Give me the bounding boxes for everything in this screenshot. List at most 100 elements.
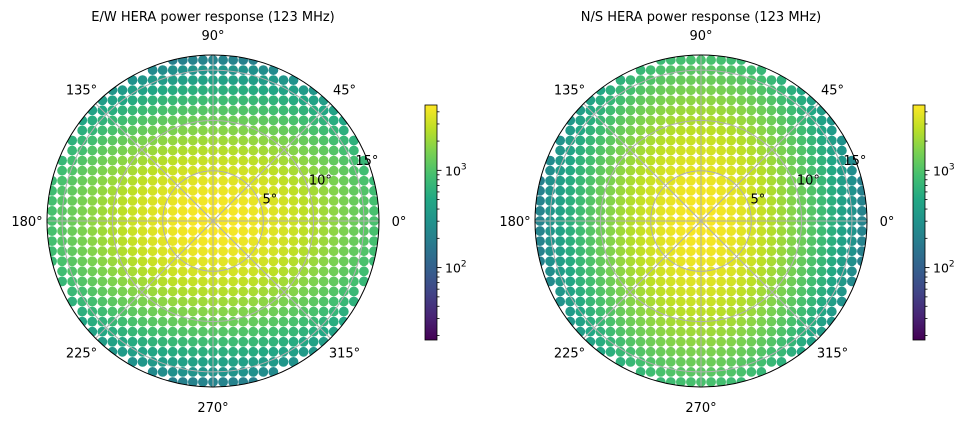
beam-sample-point [288,266,299,277]
beam-sample-point [218,356,228,367]
beam-sample-point [157,256,168,267]
beam-sample-point [716,276,727,287]
beam-sample-point [288,206,299,216]
beam-sample-point [107,276,118,287]
beam-sample-point [198,155,208,166]
beam-sample-point [328,296,339,307]
beam-sample-point [686,296,696,307]
beam-sample-point [177,276,188,287]
beam-sample-point [107,246,118,257]
beam-sample-point [248,95,259,106]
beam-sample-point [117,185,128,196]
beam-sample-point [147,75,158,86]
beam-sample-point [766,175,777,186]
beam-sample-point [686,195,696,206]
beam-sample-point [736,165,747,176]
radial-tick-label: 10° [797,174,820,189]
beam-sample-point [157,135,168,146]
beam-sample-point [248,165,259,176]
beam-sample-point [826,195,837,206]
beam-sample-point [47,236,57,247]
beam-sample-point [746,346,757,357]
beam-sample-point [137,125,148,136]
beam-sample-point [766,346,777,357]
beam-sample-point [655,105,666,116]
beam-sample-point [575,246,586,257]
beam-sample-point [308,105,319,116]
beam-sample-point [806,125,817,136]
beam-sample-point [187,125,198,136]
beam-sample-point [117,206,128,216]
beam-sample-point [238,105,249,116]
beam-sample-point [187,226,198,236]
beam-sample-point [248,266,259,277]
chart-title: E/W HERA power response (123 MHz) [91,10,335,25]
beam-sample-point [228,65,239,75]
beam-sample-point [278,135,289,146]
beam-sample-point [816,135,827,146]
beam-sample-point [127,286,138,297]
beam-sample-point [736,286,747,297]
beam-sample-point [177,125,188,136]
beam-sample-point [117,155,128,166]
beam-sample-point [218,377,228,387]
beam-sample-point [736,356,747,367]
beam-sample-point [595,276,606,287]
beam-sample-point [147,95,158,106]
beam-sample-point [177,55,188,65]
beam-sample-point [625,165,636,176]
beam-sample-point [786,155,797,166]
beam-sample-point [328,145,339,156]
beam-sample-point [318,226,329,236]
beam-sample-point [786,236,797,247]
beam-sample-point [776,175,787,186]
beam-sample-point [625,306,636,317]
beam-sample-point [298,135,309,146]
beam-sample-point [87,236,98,247]
beam-sample-point [706,336,716,347]
beam-sample-point [157,236,168,247]
beam-sample-point [278,246,289,257]
beam-sample-point [47,195,57,206]
beam-sample-point [686,336,696,347]
beam-sample-point [288,185,299,196]
beam-sample-point [107,266,118,277]
beam-sample-point [776,266,787,277]
beam-sample-point [555,175,566,186]
beam-sample-point [686,55,696,65]
beam-sample-point [359,236,369,247]
beam-sample-point [87,246,98,257]
beam-sample-point [137,296,148,307]
beam-sample-point [535,236,545,247]
beam-sample-point [806,175,817,186]
beam-sample-point [706,165,716,176]
beam-sample-point [625,155,636,166]
beam-sample-point [756,356,767,367]
beam-sample-point [288,85,299,96]
beam-sample-point [127,306,138,317]
beam-sample-point [575,165,586,176]
beam-sample-point [107,336,118,347]
beam-sample-point [308,206,319,216]
beam-sample-point [167,316,178,327]
beam-sample-point [127,206,138,216]
beam-sample-point [328,165,339,176]
beam-sample-point [127,85,138,96]
beam-sample-point [655,336,666,347]
beam-sample-point [847,195,857,206]
beam-sample-point [348,246,359,257]
beam-sample-point [258,276,269,287]
radial-tick-label: 5° [263,193,278,208]
beam-sample-point [137,266,148,277]
beam-sample-point [655,95,666,106]
beam-sample-point [736,276,747,287]
beam-sample-point [595,306,606,317]
beam-sample-point [348,296,359,307]
beam-sample-point [806,165,817,176]
beam-sample-point [716,145,727,156]
beam-sample-point [127,226,138,236]
beam-sample-point [127,105,138,116]
beam-sample-point [816,195,827,206]
beam-sample-point [756,105,767,116]
beam-sample-point [198,296,208,307]
